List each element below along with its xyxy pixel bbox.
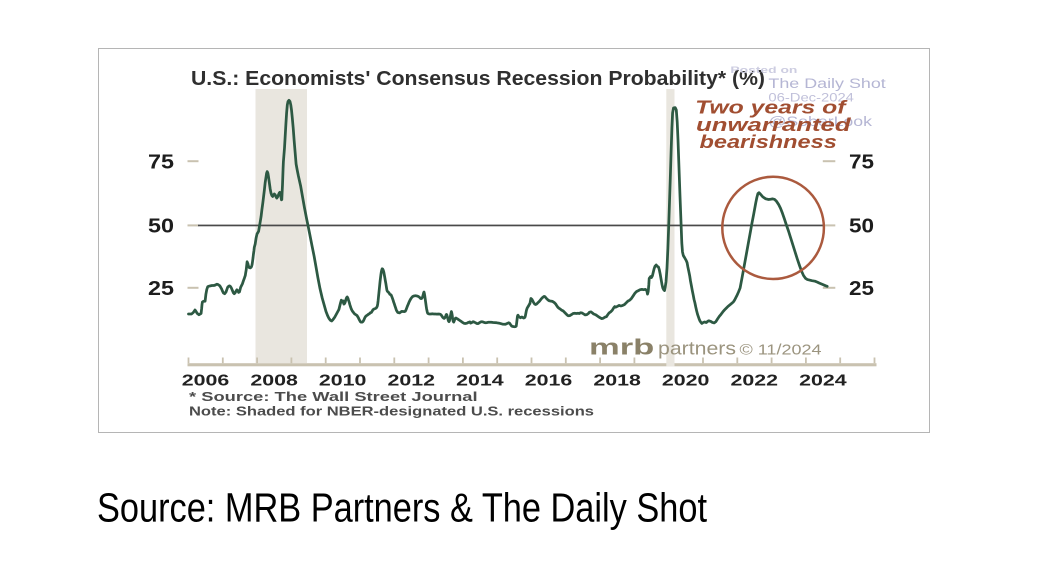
svg-text:Source: MRB Partners & The Dai: Source: MRB Partners & The Daily Shot bbox=[97, 485, 708, 531]
svg-text:Note: Shaded for NBER-designat: Note: Shaded for NBER-designated U.S. re… bbox=[189, 404, 594, 419]
svg-text:unwarranted: unwarranted bbox=[696, 114, 852, 135]
svg-text:Two years of: Two years of bbox=[695, 97, 848, 118]
svg-text:bearishness: bearishness bbox=[700, 131, 837, 152]
svg-text:25: 25 bbox=[849, 278, 874, 300]
svg-text:2010: 2010 bbox=[319, 373, 367, 390]
svg-text:2008: 2008 bbox=[250, 373, 298, 390]
svg-text:2014: 2014 bbox=[456, 373, 504, 390]
svg-text:U.S.: Economists' Consensus Re: U.S.: Economists' Consensus Recession Pr… bbox=[191, 68, 765, 90]
svg-text:2020: 2020 bbox=[662, 373, 710, 390]
svg-text:© 11/2024: © 11/2024 bbox=[740, 342, 822, 358]
svg-text:75: 75 bbox=[148, 151, 174, 173]
svg-text:mrb: mrb bbox=[589, 334, 654, 359]
svg-text:Posted on: Posted on bbox=[730, 65, 797, 76]
svg-text:2018: 2018 bbox=[593, 373, 641, 390]
svg-text:25: 25 bbox=[148, 278, 174, 300]
svg-text:2022: 2022 bbox=[731, 373, 779, 390]
svg-text:50: 50 bbox=[148, 216, 174, 238]
svg-text:06-Dec-2024: 06-Dec-2024 bbox=[768, 92, 854, 104]
svg-text:@SoberLook: @SoberLook bbox=[768, 114, 872, 129]
svg-text:The Daily Shot: The Daily Shot bbox=[768, 76, 886, 91]
svg-text:2006: 2006 bbox=[182, 373, 230, 390]
svg-text:2012: 2012 bbox=[388, 373, 436, 390]
svg-text:2016: 2016 bbox=[525, 373, 573, 390]
svg-text:75: 75 bbox=[849, 151, 874, 173]
svg-text:50: 50 bbox=[849, 216, 874, 238]
svg-text:partners: partners bbox=[658, 337, 736, 358]
svg-text:2024: 2024 bbox=[799, 373, 847, 390]
svg-text:* Source: The Wall Street Jour: * Source: The Wall Street Journal bbox=[189, 389, 478, 404]
